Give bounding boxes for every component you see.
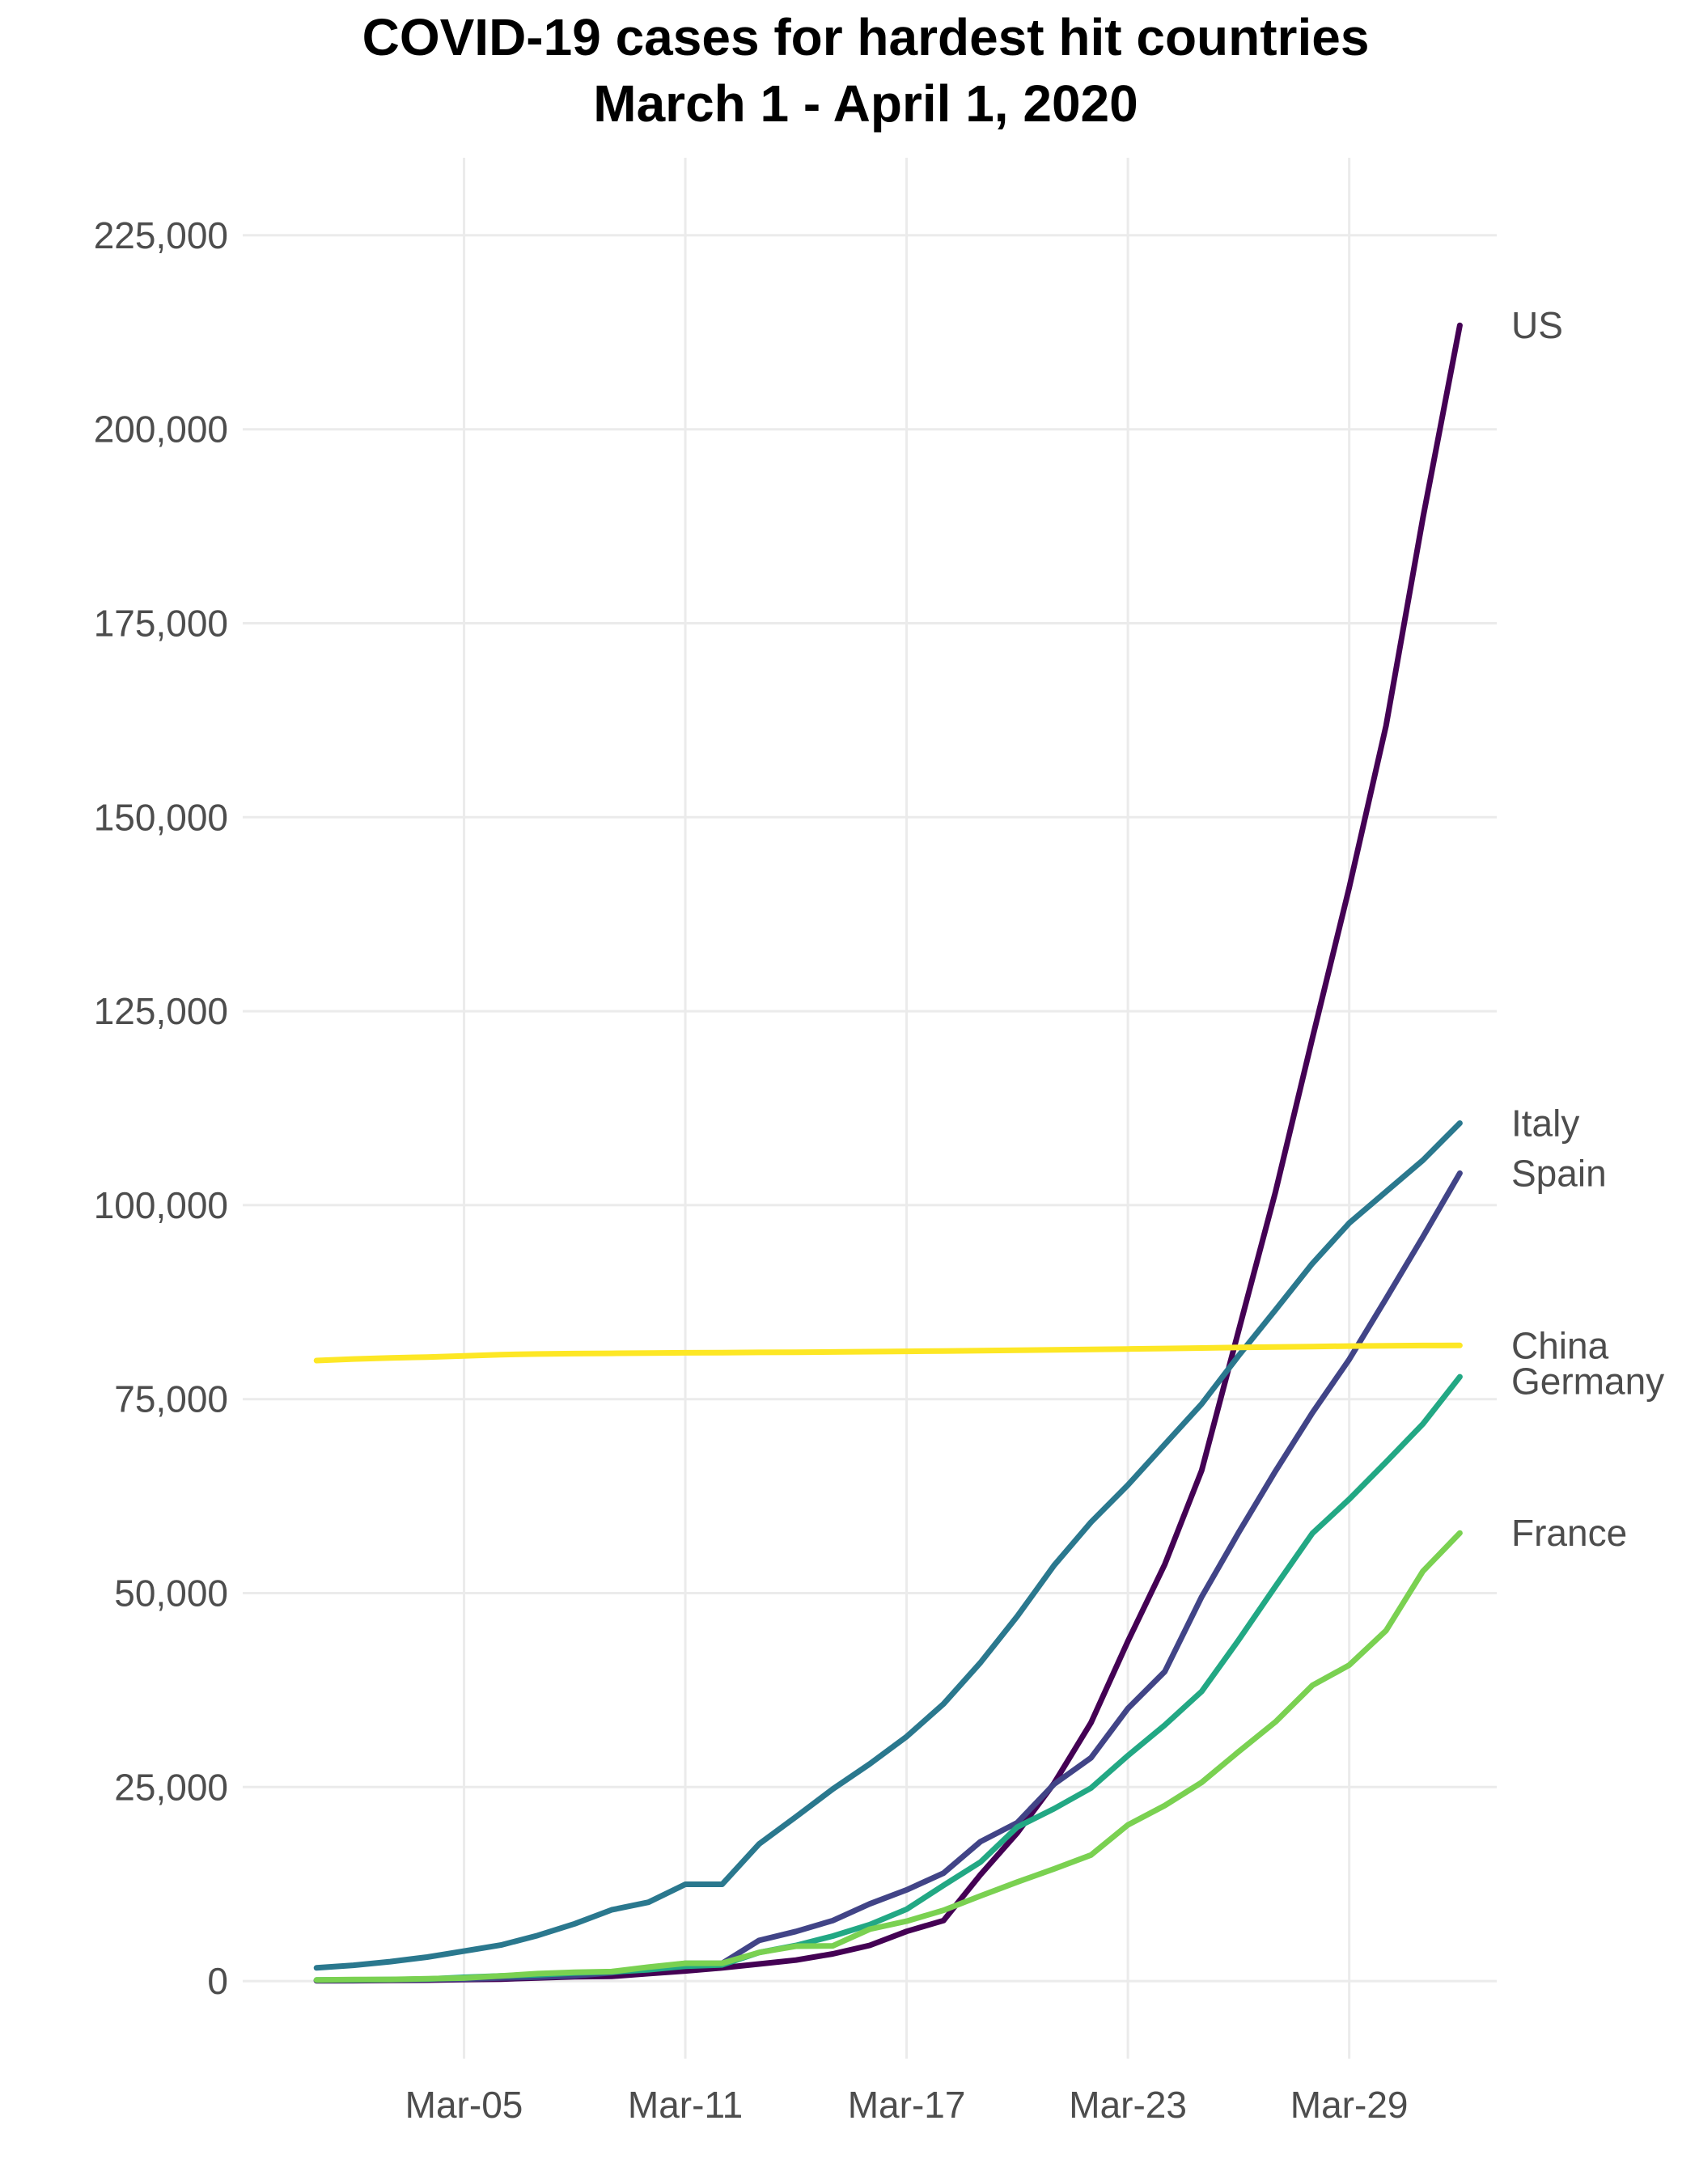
y-tick-label: 75,000 xyxy=(114,1378,228,1420)
series-lines xyxy=(313,322,1463,1984)
series-line-germany xyxy=(313,1373,1463,1983)
y-axis: 0 25,000 50,000 75,000 100,000 125,000 150,000… xyxy=(94,214,228,2002)
grid xyxy=(243,158,1497,2059)
y-tick-label: 25,000 xyxy=(114,1766,228,1808)
x-tick-label: Mar-05 xyxy=(405,2084,523,2126)
chart-title: COVID-19 cases for hardest hit countries xyxy=(362,8,1370,66)
series-label-france: France xyxy=(1511,1512,1627,1554)
x-tick-label: Mar-23 xyxy=(1069,2084,1187,2126)
chart-subtitle: March 1 - April 1, 2020 xyxy=(593,74,1138,133)
x-tick-label: Mar-29 xyxy=(1290,2084,1409,2126)
x-tick-label: Mar-11 xyxy=(628,2084,743,2126)
y-tick-label: 100,000 xyxy=(94,1184,228,1226)
x-tick-label: Mar-17 xyxy=(848,2084,966,2126)
y-tick-label: 0 xyxy=(207,1960,228,2002)
x-axis: Mar-05 Mar-11 Mar-17 Mar-23 Mar-29 xyxy=(405,2084,1409,2126)
series-label-china: China xyxy=(1511,1324,1609,1366)
y-tick-label: 200,000 xyxy=(94,408,228,451)
series-line-france xyxy=(313,1530,1463,1983)
y-tick-label: 175,000 xyxy=(94,603,228,645)
y-tick-label: 150,000 xyxy=(94,796,228,838)
series-label-us: US xyxy=(1511,304,1563,346)
series-line-china xyxy=(313,1342,1463,1364)
y-tick-label: 225,000 xyxy=(94,214,228,256)
series-line-italy xyxy=(313,1120,1463,1971)
series-label-spain: Spain xyxy=(1511,1152,1607,1194)
y-tick-label: 125,000 xyxy=(94,990,228,1032)
y-tick-label: 50,000 xyxy=(114,1572,228,1614)
series-label-italy: Italy xyxy=(1511,1102,1579,1144)
series-label-germany: Germany xyxy=(1511,1360,1664,1402)
series-line-us xyxy=(313,322,1463,1984)
